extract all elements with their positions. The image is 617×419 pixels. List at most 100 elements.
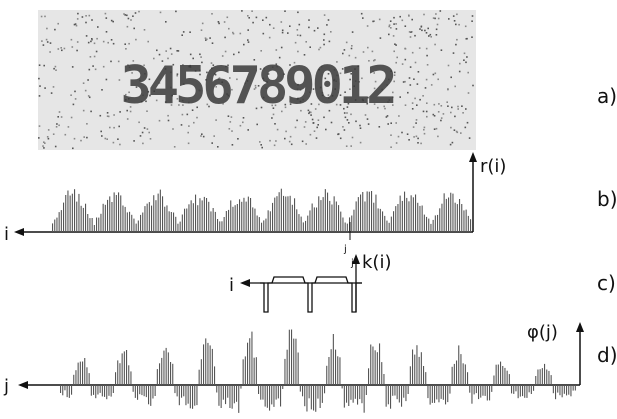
correlation-bar	[295, 338, 297, 385]
correlation-bar	[150, 385, 152, 406]
noise-dot	[188, 101, 190, 104]
noise-dot	[346, 112, 348, 114]
noise-dot	[242, 121, 244, 124]
noise-dot	[410, 31, 412, 33]
correlation-bar	[306, 385, 308, 412]
noise-dot	[318, 48, 320, 51]
axis-b-y-arrow	[469, 152, 477, 162]
profile-bar	[470, 219, 472, 232]
noise-dot	[439, 10, 442, 12]
noise-dot	[95, 50, 98, 53]
noise-dot	[407, 91, 409, 94]
profile-bar	[408, 201, 410, 232]
noise-dot	[217, 78, 220, 80]
correlation-bar	[436, 385, 438, 400]
noise-dot	[132, 15, 134, 17]
noise-dot	[368, 60, 370, 62]
noise-dot	[177, 50, 180, 52]
noise-dot	[423, 132, 426, 135]
noise-dot	[299, 89, 302, 91]
noise-dot	[408, 14, 410, 17]
noise-dot	[367, 96, 369, 99]
profile-bar	[353, 209, 355, 232]
noise-dot	[101, 135, 103, 137]
correlation-bar	[328, 357, 330, 385]
profile-bar	[56, 217, 58, 232]
noise-dot	[392, 91, 394, 94]
correlation-bar	[475, 385, 477, 394]
noise-dot	[54, 28, 56, 31]
noise-dot	[133, 140, 135, 142]
correlation-bar	[112, 385, 114, 393]
correlation-bar	[414, 354, 416, 385]
noise-dot	[100, 130, 102, 133]
noise-dot	[425, 32, 428, 34]
noise-dot	[471, 20, 473, 22]
correlation-bar	[343, 385, 345, 408]
noise-dot	[440, 119, 442, 122]
noise-dot	[411, 108, 414, 110]
noise-dot	[169, 47, 172, 50]
noise-dot	[308, 19, 310, 21]
profile-bar	[327, 192, 329, 232]
noise-dot	[49, 51, 51, 53]
noise-dot	[331, 95, 334, 97]
correlation-bar	[152, 385, 154, 399]
noise-dot	[301, 140, 304, 143]
noise-dot	[420, 26, 423, 28]
noise-dot	[296, 119, 298, 122]
noise-dot	[414, 61, 417, 64]
profile-bar	[219, 221, 221, 232]
correlation-bar	[93, 385, 95, 395]
correlation-bar	[68, 385, 70, 398]
profile-bar	[272, 202, 274, 232]
noise-dot	[339, 104, 342, 106]
noise-dot	[359, 124, 361, 127]
profile-bar	[170, 212, 172, 232]
noise-dot	[194, 70, 197, 72]
profile-bar	[375, 194, 377, 232]
noise-dot	[462, 112, 464, 114]
noise-dot	[423, 128, 425, 131]
correlation-bar	[192, 385, 194, 409]
noise-dot	[423, 13, 425, 16]
noise-dot	[233, 53, 235, 56]
noise-dot	[343, 112, 346, 114]
noise-dot	[231, 144, 234, 146]
correlation-bar	[537, 369, 539, 385]
noise-dot	[335, 103, 338, 106]
profile-bar	[89, 218, 91, 232]
noise-dot	[56, 123, 58, 125]
correlation-bar	[339, 357, 341, 385]
profile-bar	[311, 203, 313, 232]
noise-dot	[404, 104, 407, 106]
noise-dot	[385, 116, 388, 118]
noise-dot	[432, 73, 435, 76]
noise-dot	[390, 122, 392, 124]
profile-bar	[302, 222, 304, 232]
noise-dot	[135, 86, 138, 88]
profile-bar	[384, 215, 386, 232]
profile-bar	[151, 205, 153, 232]
correlation-bar	[299, 385, 301, 392]
profile-bar	[153, 195, 155, 232]
profile-bar	[129, 211, 131, 232]
correlation-bar	[209, 345, 211, 385]
correlation-bar	[187, 385, 189, 404]
correlation-bar	[141, 385, 143, 396]
noise-dot	[362, 99, 364, 102]
noise-dot	[74, 23, 77, 25]
noise-dot	[304, 121, 307, 123]
noise-dot	[126, 25, 129, 28]
noise-dot	[161, 60, 164, 62]
correlation-bar	[176, 385, 178, 397]
noise-dot	[247, 15, 249, 17]
correlation-bar	[244, 356, 246, 385]
profile-bar	[85, 203, 87, 232]
correlation-bar	[108, 385, 110, 396]
noise-dot	[261, 146, 263, 149]
correlation-bar	[387, 385, 389, 405]
noise-dot	[324, 77, 327, 80]
correlation-bar	[511, 385, 513, 394]
correlation-bar	[416, 345, 418, 385]
